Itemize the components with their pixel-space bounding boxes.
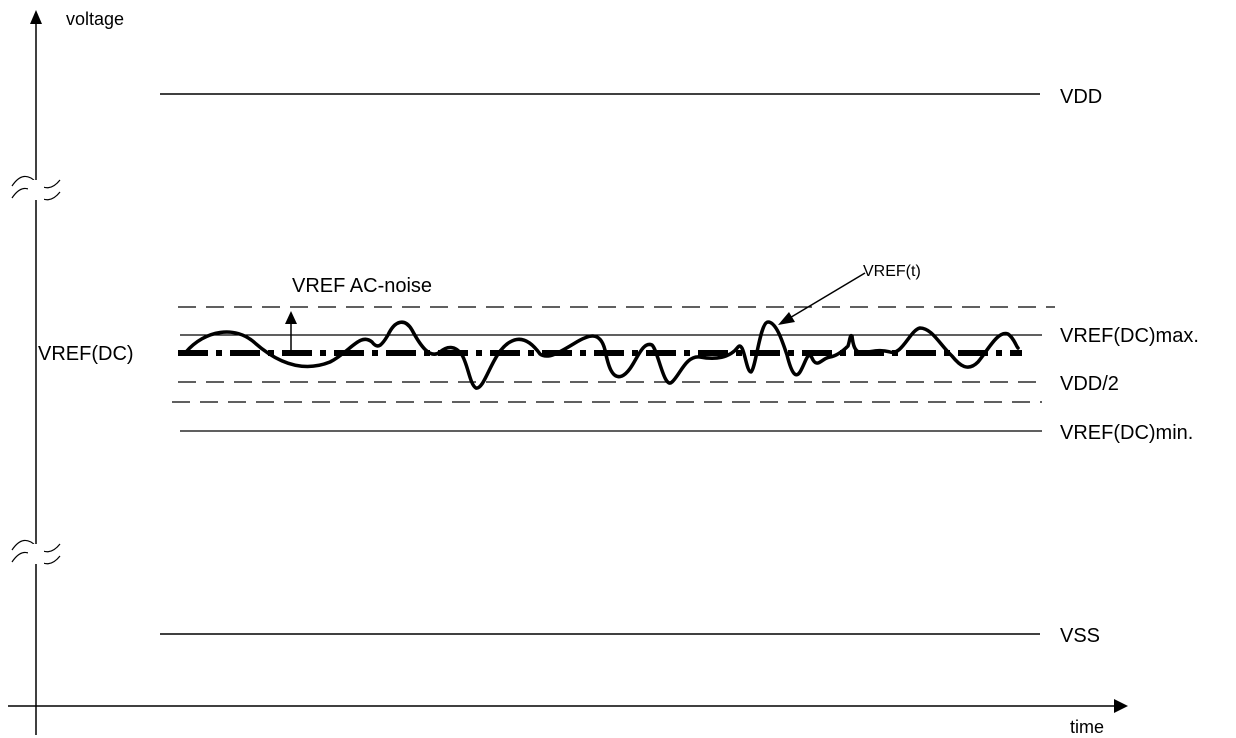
vdd-half-label: VDD/2: [1060, 373, 1119, 395]
ac-noise-label: VREF AC-noise: [292, 275, 432, 297]
vdd-level: VDD: [160, 86, 1102, 108]
y-axis-break-lower: [11, 539, 61, 565]
x-axis-label: time: [1070, 717, 1104, 737]
vdd-label: VDD: [1060, 86, 1102, 108]
vref-dc-level: VREF(DC): [38, 343, 1022, 365]
vdd-half-level: VDD/2: [178, 373, 1119, 395]
vref-dc-max-level: VREF(DC)max.: [180, 325, 1199, 347]
vref-dc-min-label: VREF(DC)min.: [1060, 422, 1193, 444]
y-axis-break-upper: [11, 175, 61, 201]
vref-t-label: VREF(t): [863, 263, 921, 280]
vref-dc-label: VREF(DC): [38, 343, 134, 365]
x-axis: time: [8, 699, 1128, 737]
y-axis-label: voltage: [66, 9, 124, 29]
vref-dc-min-level: VREF(DC)min.: [180, 422, 1193, 444]
vss-level: VSS: [160, 625, 1100, 647]
vref-t-arrow-icon: [778, 312, 795, 325]
ac-noise-annotation: VREF AC-noise: [285, 275, 432, 355]
vss-label: VSS: [1060, 625, 1100, 647]
y-axis: voltage: [11, 9, 124, 735]
vref-t-waveform: [184, 320, 1020, 390]
vref-t-annotation: VREF(t): [778, 263, 921, 325]
vref-dc-max-label: VREF(DC)max.: [1060, 325, 1199, 347]
ac-noise-arrow-icon: [285, 311, 297, 324]
